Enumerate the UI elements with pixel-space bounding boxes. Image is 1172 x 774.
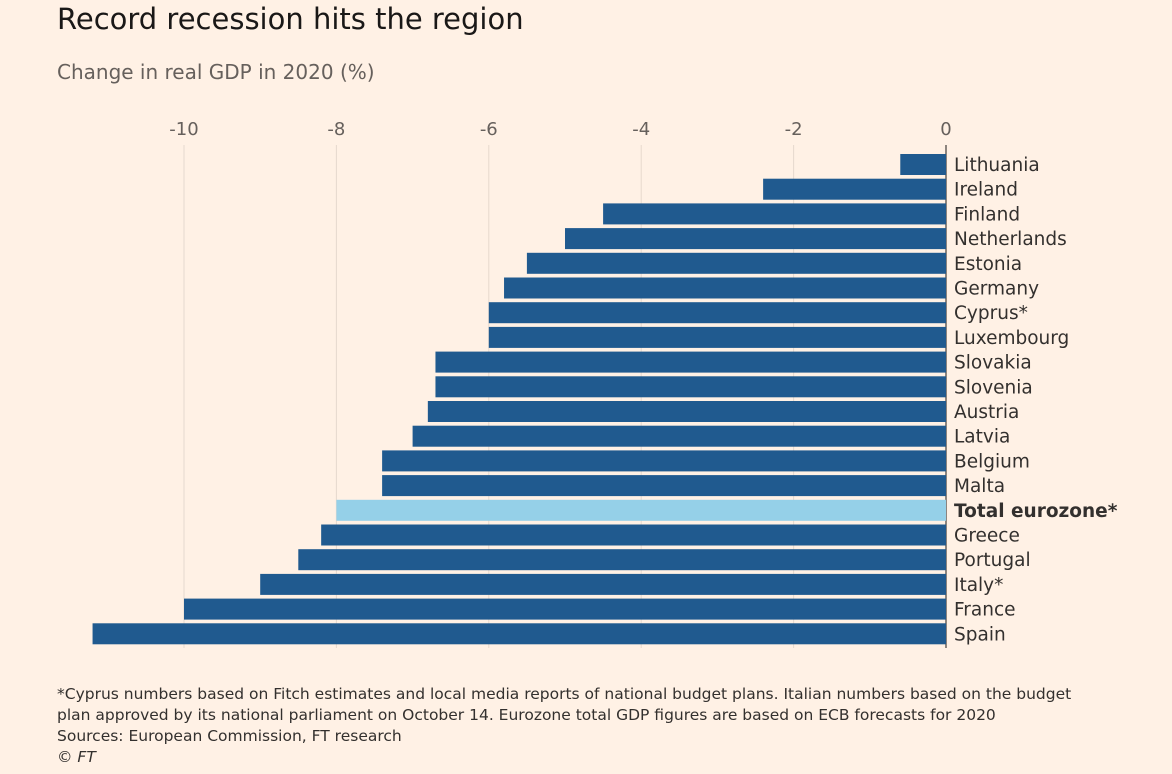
- category-label: Lithuania: [954, 155, 1040, 176]
- bar: [488, 326, 946, 348]
- bar: [336, 499, 946, 521]
- bar: [763, 178, 946, 200]
- chart-title: Record recession hits the region: [57, 2, 524, 36]
- bar: [488, 302, 946, 324]
- category-label: Latvia: [954, 427, 1010, 448]
- category-label: Ireland: [954, 180, 1018, 201]
- category-label: Italy*: [954, 575, 1003, 596]
- category-label: Finland: [954, 204, 1020, 225]
- category-label: Austria: [954, 402, 1019, 423]
- x-tick-label: -2: [785, 119, 803, 140]
- bar: [435, 351, 946, 373]
- bar: [526, 252, 946, 274]
- category-label: Spain: [954, 624, 1006, 645]
- x-tick-label: -10: [169, 119, 198, 140]
- category-label: Greece: [954, 526, 1020, 547]
- bar: [184, 598, 946, 620]
- bar: [382, 475, 946, 497]
- bar: [298, 549, 946, 571]
- bar: [92, 623, 946, 645]
- bar: [900, 154, 946, 175]
- bar: [603, 203, 946, 225]
- category-label: Luxembourg: [954, 328, 1069, 349]
- bar: [565, 228, 946, 250]
- footnote-line-2: plan approved by its national parliament…: [57, 706, 996, 724]
- category-label: Belgium: [954, 451, 1030, 472]
- bar: [321, 524, 946, 546]
- category-label: France: [954, 600, 1016, 621]
- bar: [260, 573, 946, 595]
- bar: [412, 425, 947, 447]
- x-tick-label: -8: [327, 119, 345, 140]
- category-label: Netherlands: [954, 229, 1067, 250]
- bar: [435, 376, 946, 398]
- copyright-note: © FT: [57, 748, 96, 766]
- category-label: Cyprus*: [954, 303, 1028, 324]
- footnote: *Cyprus numbers based on Fitch estimates…: [57, 684, 1162, 768]
- category-label: Malta: [954, 476, 1005, 497]
- x-tick-label: 0: [940, 119, 951, 140]
- x-tick-label: -4: [632, 119, 650, 140]
- chart-subtitle: Change in real GDP in 2020 (%): [57, 60, 375, 84]
- category-label: Slovenia: [954, 377, 1033, 398]
- category-label: Portugal: [954, 550, 1031, 571]
- bar: [504, 277, 946, 299]
- bar: [427, 401, 947, 422]
- category-label: Estonia: [954, 254, 1022, 275]
- footnote-line-1: *Cyprus numbers based on Fitch estimates…: [57, 685, 1072, 703]
- sources-note: Sources: European Commission, FT researc…: [57, 727, 402, 745]
- bar: [382, 450, 946, 472]
- x-tick-label: -6: [480, 119, 498, 140]
- category-label: Total eurozone*: [954, 501, 1118, 522]
- category-label: Germany: [954, 279, 1039, 300]
- category-label: Slovakia: [954, 353, 1032, 374]
